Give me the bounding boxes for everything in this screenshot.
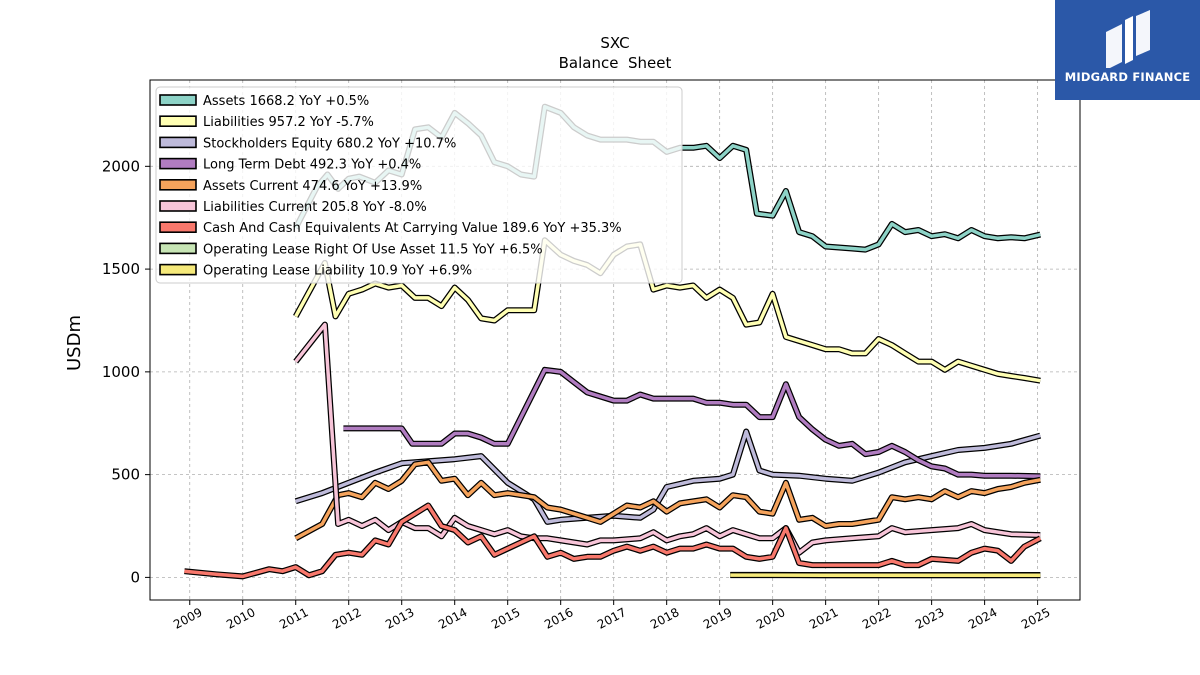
legend-label: Assets 1668.2 YoY +0.5% [203, 94, 369, 109]
x-tick-label: 2013 [383, 605, 417, 632]
legend-swatch [159, 115, 197, 127]
x-tick-label: 2022 [860, 605, 894, 632]
legend-swatch [159, 200, 197, 212]
legend-swatch [159, 242, 197, 255]
x-tick-label: 2025 [1019, 605, 1053, 632]
plot-frame [149, 79, 1081, 601]
series-stroke [294, 460, 1041, 540]
legend-box [155, 86, 683, 284]
legend-swatch [159, 157, 197, 170]
y-tick-label: 1000 [102, 363, 140, 381]
x-tick-label: 2020 [754, 605, 788, 632]
x-tick-label: 2016 [542, 605, 576, 632]
chart-subtitle: Balance Sheet [559, 54, 672, 72]
legend: Assets 1668.2 YoY +0.5% Liabilities 957.2… [155, 86, 683, 284]
x-tick-label: 2017 [595, 605, 629, 632]
y-tick-label: 1500 [102, 260, 140, 278]
legend-label: Liabilities 957.2 YoY -5.7% [203, 115, 374, 130]
legend-swatch [159, 221, 197, 233]
legend-swatch [159, 179, 197, 191]
legend-swatch [159, 263, 197, 276]
series-line [293, 237, 1041, 384]
brand-name: MIDGARD FINANCE [1064, 70, 1191, 84]
legend-label: Long Term Debt 492.3 YoY +0.4% [203, 158, 421, 173]
y-tick-label: 500 [111, 466, 140, 484]
legend-label: Cash And Cash Equivalents At Carrying Va… [203, 221, 622, 236]
brand-logo: MIDGARD FINANCE [1055, 0, 1200, 100]
series-stroke [294, 322, 1041, 555]
series-stroke [295, 429, 1041, 524]
x-tick-label: 2015 [489, 605, 523, 632]
series-stroke [343, 368, 1041, 479]
y-axis-ticks: 0 500 1000 1500 2000 [102, 157, 150, 586]
legend-label: Stockholders Equity 680.2 YoY +10.7% [203, 136, 456, 151]
x-tick-label: 2024 [966, 605, 1000, 632]
legend-label: Operating Lease Right Of Use Asset 11.5 … [203, 242, 543, 257]
x-tick-label: 2021 [807, 605, 841, 632]
legend-label: Liabilities Current 205.8 YoY -8.0% [203, 200, 427, 215]
x-tick-label: 2018 [648, 605, 682, 632]
x-tick-label: 2014 [436, 605, 470, 632]
x-tick-label: 2011 [277, 605, 311, 632]
series-line [184, 502, 1042, 580]
legend-label: Assets Current 474.6 YoY +13.9% [203, 179, 422, 194]
x-tick-label: 2019 [701, 605, 735, 632]
x-axis-ticks: 2009 2010 2011 2012 2013 2014 2015 2016 2017 2018… [171, 600, 1053, 632]
x-tick-label: 2023 [913, 605, 947, 632]
legend-swatch [159, 136, 197, 149]
series-line [343, 366, 1041, 480]
series-stroke [294, 238, 1041, 383]
y-tick-label: 0 [130, 568, 140, 586]
legend-swatch [159, 94, 197, 106]
legend-label: Operating Lease Liability 10.9 YoY +6.9% [203, 264, 472, 279]
series-line [293, 321, 1041, 556]
x-tick-label: 2009 [171, 605, 205, 632]
x-tick-label: 2012 [330, 605, 364, 632]
x-tick-label: 2010 [224, 605, 258, 632]
y-tick-label: 2000 [102, 157, 140, 175]
series-line [294, 459, 1041, 541]
midgard-logo-icon [1106, 10, 1150, 68]
chart-title: SXC [600, 34, 629, 52]
series-line [294, 428, 1042, 525]
y-axis-label: USDm [64, 315, 85, 371]
series-stroke [184, 503, 1042, 579]
